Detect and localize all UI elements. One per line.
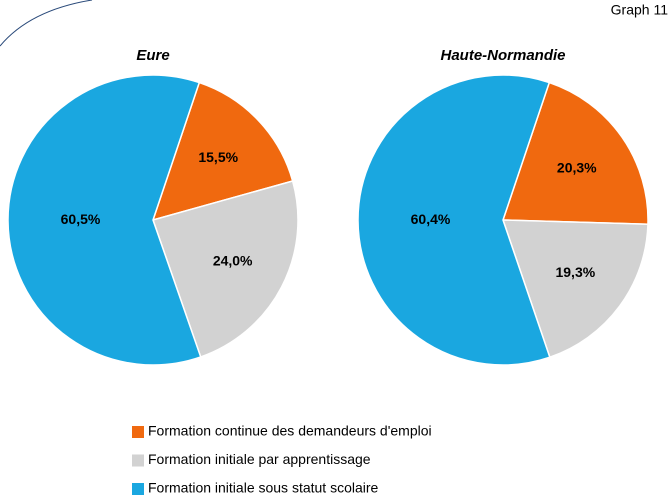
pie-slice	[152, 180, 299, 358]
legend-label: Formation initiale sous statut scolaire	[148, 480, 379, 496]
value-label: 15,5%	[198, 149, 238, 165]
legend-label: Formation initiale par apprentissage	[148, 451, 371, 467]
value-label: 60,4%	[411, 211, 451, 227]
value-label: 60,5%	[61, 211, 101, 227]
value-label: 19,3%	[555, 264, 595, 280]
legend-swatch	[132, 454, 144, 467]
pie-slice	[501, 219, 649, 359]
value-label: 20,3%	[557, 159, 597, 175]
graph-label: Graph 11	[611, 2, 669, 18]
value-label: 24,0%	[213, 252, 253, 268]
legend-label: Formation continue des demandeurs d'empl…	[148, 423, 432, 439]
pie-slice	[357, 74, 551, 366]
pie-slice	[501, 81, 649, 226]
corner-arc	[0, 0, 93, 47]
pie-title: Eure	[136, 47, 169, 64]
pie-title: Haute-Normandie	[440, 47, 565, 64]
pie-slice	[7, 74, 202, 366]
legend-swatch	[132, 426, 144, 438]
legend-swatch	[132, 483, 144, 495]
